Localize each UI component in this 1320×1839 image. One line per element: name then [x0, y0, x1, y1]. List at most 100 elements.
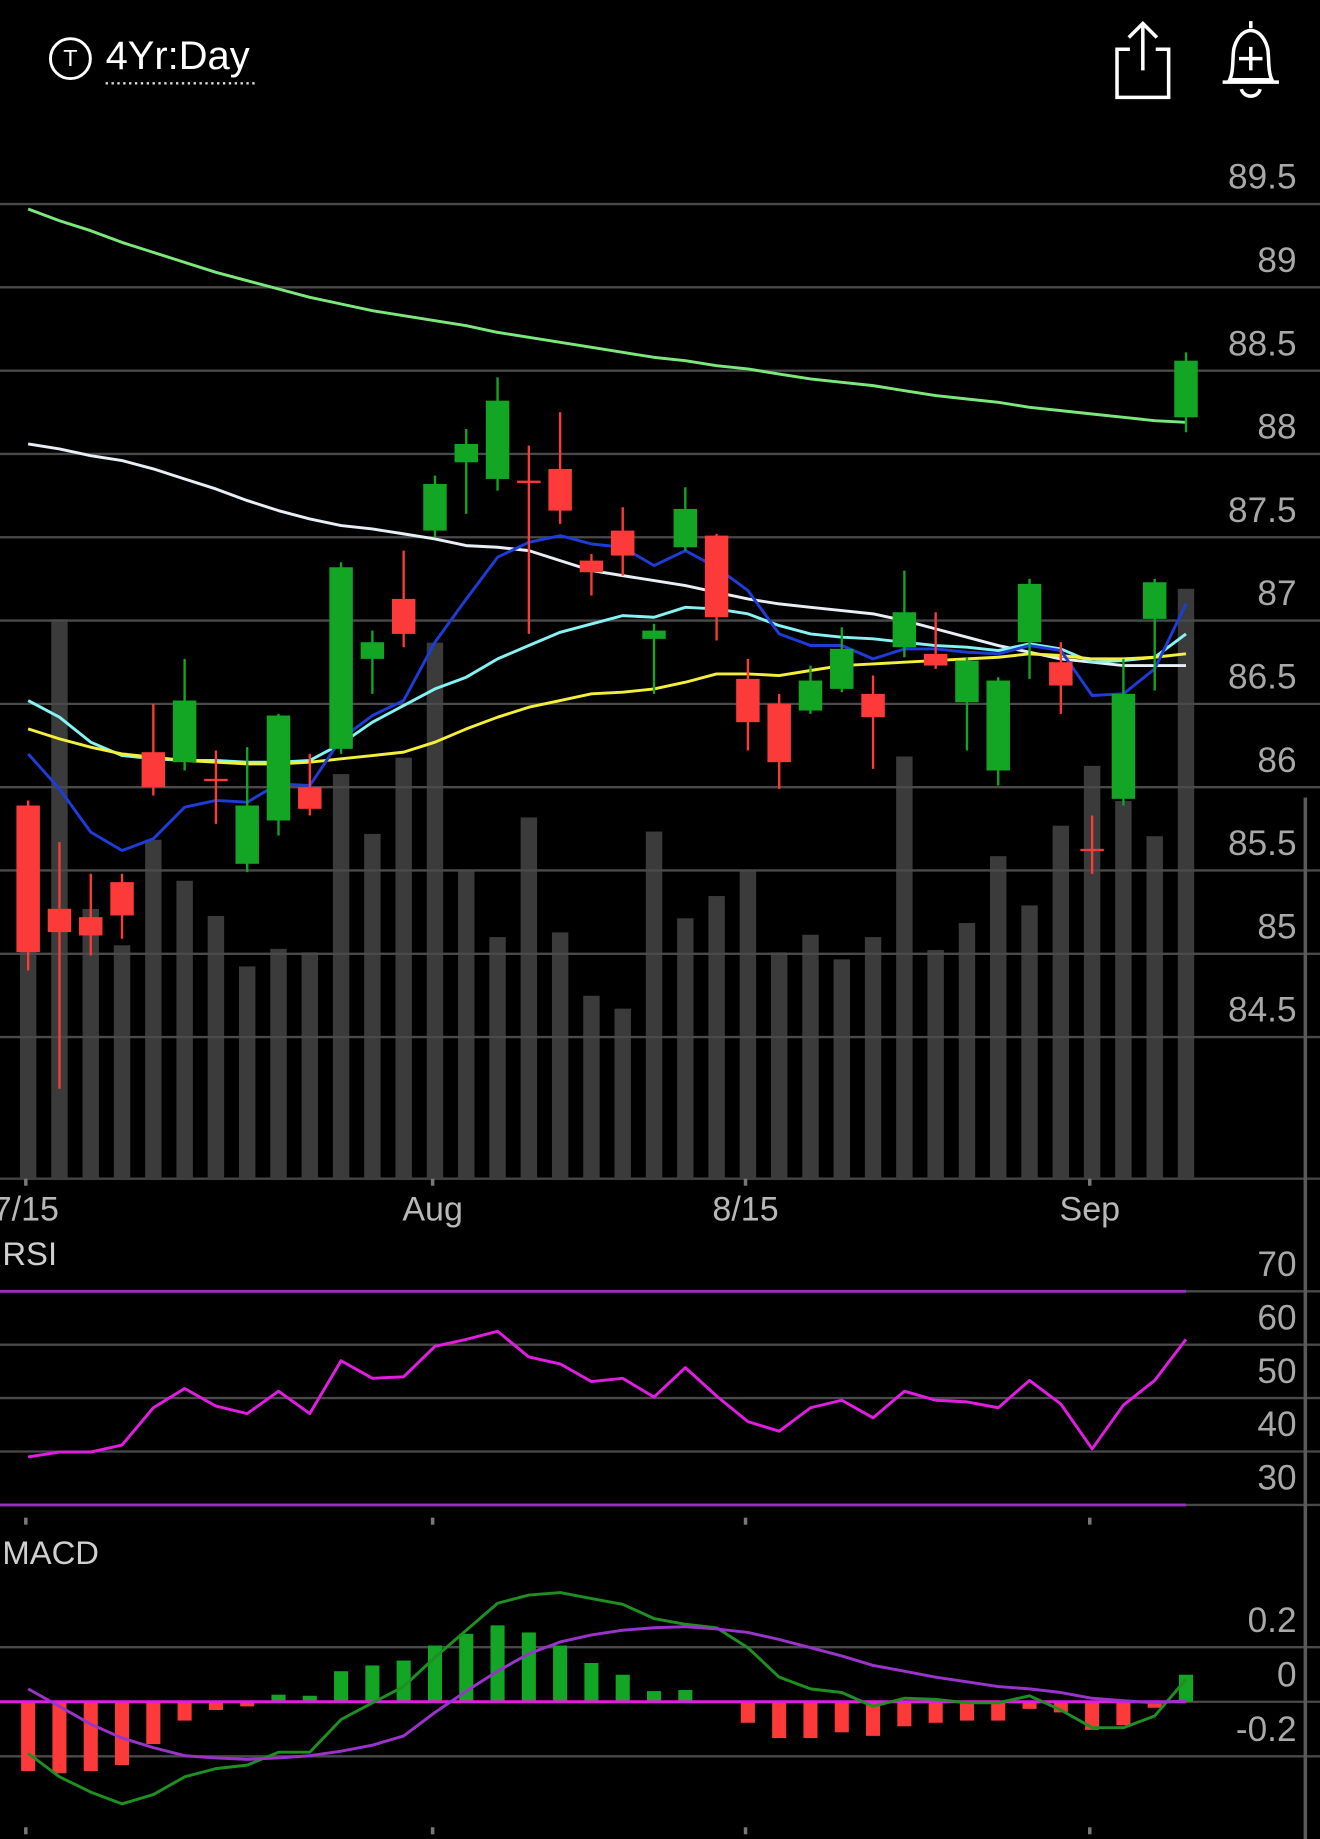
- volume-bar: [677, 918, 694, 1179]
- histogram-bar: [177, 1701, 192, 1721]
- volume-bar: [864, 937, 882, 1179]
- candle-body: [266, 715, 291, 821]
- histogram-bar: [584, 1663, 599, 1702]
- histogram-bar: [678, 1690, 693, 1702]
- volume-bar: [301, 952, 319, 1179]
- y-tick-label: 70: [1257, 1245, 1296, 1284]
- volume-bar: [614, 1008, 631, 1179]
- candle-body: [1142, 582, 1167, 619]
- histogram-bar: [1116, 1701, 1131, 1726]
- volume-bar: [1146, 836, 1163, 1179]
- candle-body: [329, 567, 353, 749]
- candle-body: [798, 680, 823, 711]
- y-tick-label: 86: [1257, 741, 1296, 780]
- indicator-line: [27, 1329, 1188, 1459]
- header: T 4Yr:Day: [48, 20, 1279, 100]
- candle-body: [204, 778, 228, 782]
- y-tick-label: 50: [1257, 1352, 1296, 1391]
- volume-bar: [770, 952, 788, 1179]
- volume-bar: [551, 932, 569, 1179]
- bell-plus: [1239, 46, 1263, 71]
- y-tick-label: 85.5: [1228, 824, 1297, 863]
- histogram-bar: [866, 1701, 881, 1736]
- histogram-bar: [1053, 1701, 1068, 1713]
- x-tick-label: 8/15: [712, 1191, 778, 1229]
- share-button[interactable]: [1115, 20, 1171, 100]
- histogram-bar: [646, 1691, 662, 1702]
- volume-bar: [426, 642, 444, 1179]
- indicator-letter: T: [63, 45, 77, 71]
- volume-bar: [82, 908, 99, 1179]
- volume-bar: [833, 959, 850, 1179]
- y-tick-label: 87.5: [1228, 491, 1297, 530]
- candle-body: [141, 752, 166, 788]
- alert-button[interactable]: [1222, 21, 1279, 98]
- candle-body: [642, 630, 666, 639]
- y-tick-label: 89.5: [1228, 158, 1297, 197]
- histogram-bar: [991, 1701, 1006, 1721]
- volume-bar: [927, 949, 944, 1179]
- moving-average: [27, 207, 1187, 424]
- moving-average: [27, 534, 1188, 853]
- candle-body: [423, 483, 447, 531]
- candle-body: [767, 703, 791, 763]
- histogram-bar: [240, 1701, 255, 1707]
- macd-line: [27, 1591, 1188, 1806]
- histogram-bar: [928, 1701, 943, 1723]
- x-tick-label: 7/15: [0, 1191, 59, 1229]
- histogram-bar: [959, 1701, 974, 1721]
- y-tick-label: 85: [1257, 907, 1296, 946]
- histogram-bar: [114, 1701, 130, 1766]
- histogram-bar: [740, 1701, 755, 1723]
- candle-body: [1174, 360, 1198, 418]
- histogram-bar: [834, 1701, 849, 1733]
- candle-body: [172, 700, 197, 763]
- volume-bar: [645, 831, 663, 1179]
- y-tick-label: 88: [1257, 408, 1296, 447]
- indicator-icon[interactable]: [48, 37, 92, 81]
- volume-bar: [1021, 905, 1038, 1179]
- volume-bar: [896, 756, 913, 1179]
- y-tick-label: 87: [1257, 574, 1296, 613]
- volume-bar: [1052, 825, 1070, 1179]
- histogram-bar: [615, 1674, 630, 1702]
- volume-bar: [145, 839, 162, 1179]
- candle-body: [1017, 583, 1042, 643]
- candle-body: [1080, 848, 1104, 852]
- candle-body: [360, 642, 385, 659]
- candle-body: [391, 598, 416, 634]
- candle-body: [110, 882, 134, 916]
- y-tick-label: 88.5: [1228, 324, 1297, 363]
- y-tick-label: 84.5: [1228, 991, 1297, 1030]
- candle-body: [454, 443, 478, 463]
- histogram-bar: [302, 1695, 317, 1702]
- histogram-bar: [897, 1701, 912, 1727]
- candle-body: [579, 560, 604, 573]
- y-tick-label: 60: [1257, 1298, 1296, 1337]
- volume-bar: [395, 757, 412, 1179]
- candle-body: [1111, 693, 1136, 799]
- histogram-bar: [365, 1665, 380, 1702]
- timeframe[interactable]: 4Yr:Day: [106, 34, 250, 78]
- volume-bar: [238, 966, 256, 1179]
- candle-body: [298, 787, 322, 809]
- candle-body: [861, 693, 885, 718]
- histogram-bar: [1022, 1701, 1037, 1709]
- volume-bar: [332, 774, 350, 1179]
- histogram-bar: [146, 1701, 161, 1745]
- y-tick-label: 89: [1257, 241, 1296, 280]
- volume-bar: [739, 871, 757, 1179]
- volume-bar: [489, 937, 506, 1179]
- scrollbar[interactable]: [1303, 797, 1308, 1839]
- volume-bar: [270, 948, 287, 1179]
- share-box: [1115, 47, 1171, 100]
- y-tick-label: 30: [1257, 1459, 1296, 1498]
- candle-body: [986, 680, 1010, 771]
- histogram-bar: [1147, 1701, 1162, 1708]
- volume-bar: [1115, 801, 1132, 1179]
- y-tick-label: 0: [1277, 1655, 1297, 1694]
- candle-body: [1049, 662, 1073, 686]
- histogram-bar: [803, 1701, 818, 1739]
- histogram-bar: [521, 1632, 536, 1702]
